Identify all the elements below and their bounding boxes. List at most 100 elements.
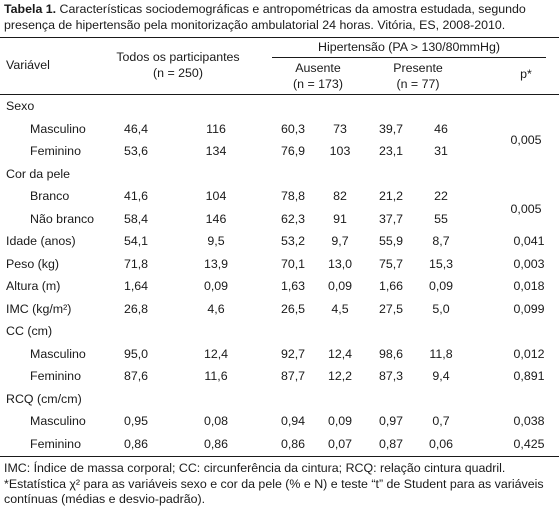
table-caption: Tabela 1. Características sociodemográfi…	[4, 1, 556, 33]
table-cell: 12,2	[327, 369, 353, 383]
table-cell: 54,1	[123, 234, 149, 248]
row-label: Masculino	[30, 346, 86, 361]
table-cell: 0,94	[280, 414, 306, 428]
table-cell: 82	[333, 189, 347, 203]
table-cell: 15,3	[428, 256, 454, 271]
table-cell: 41,6	[123, 189, 149, 203]
table-cell: 5,0	[432, 301, 450, 316]
row-label: Sexo	[6, 99, 35, 113]
table-cell: 0,86	[280, 436, 306, 451]
header-bottom-rule	[0, 94, 559, 95]
table-cell: 0,09	[428, 279, 454, 293]
table-cell: 31	[434, 144, 448, 158]
table-cell: 58,4	[123, 211, 149, 226]
table-cell: 104	[205, 189, 227, 203]
table-cell: 87,6	[123, 369, 149, 383]
table-cell: 53,6	[123, 144, 149, 158]
p-value-sexo: 0,005	[510, 133, 542, 147]
header-p: p*	[520, 67, 532, 81]
table-cell: 0,09	[327, 414, 353, 428]
table-cell: 22	[434, 189, 448, 203]
row-label: Masculino	[30, 414, 86, 428]
header-todos: Todos os participantes	[116, 50, 240, 64]
table-cell: 12,4	[203, 346, 229, 361]
table-cell: 9,5	[207, 234, 225, 248]
table-cell: 78,8	[280, 189, 306, 203]
table-cell: 60,3	[280, 121, 306, 136]
table-cell: 116	[206, 121, 226, 136]
footnote-statistics: *Estatística χ² para as variáveis sexo e…	[4, 477, 544, 506]
table-cell: 91	[333, 211, 347, 226]
row-label: CC (cm)	[6, 324, 53, 338]
row-label: Feminino	[30, 144, 81, 158]
table-cell: 0,012	[513, 346, 545, 361]
table-cell: 9,4	[432, 369, 450, 383]
row-label: Não branco	[30, 211, 95, 226]
table-cell: 0,425	[513, 436, 545, 451]
row-label: IMC (kg/m²)	[6, 301, 72, 316]
table-cell: 73	[333, 121, 347, 136]
table-cell: 92,7	[280, 346, 306, 361]
table-cell: 21,2	[378, 189, 404, 203]
header-ausente-n: (n = 173)	[293, 77, 343, 91]
table-cell: 146	[205, 211, 227, 226]
table-cell: 0,891	[513, 369, 545, 383]
table-cell: 103	[329, 144, 351, 158]
table-cell: 23,1	[378, 144, 404, 158]
table-cell: 55	[434, 211, 448, 226]
header-variavel: Variável	[6, 58, 50, 72]
table-cell: 0,038	[513, 414, 545, 428]
table-cell: 1,64	[123, 279, 149, 293]
table-cell: 98,6	[378, 346, 404, 361]
table-cell: 46,4	[123, 121, 149, 136]
table-cell: 8,7	[432, 234, 450, 248]
table-cell: 55,9	[378, 234, 404, 248]
table-cell: 13,0	[327, 256, 353, 271]
table-cell: 13,9	[203, 256, 229, 271]
table-cell: 11,8	[429, 346, 453, 361]
table-cell: 39,7	[378, 121, 404, 136]
table-cell: 11,6	[204, 369, 228, 383]
table-cell: 0,86	[203, 436, 229, 451]
table-cell: 0,09	[203, 279, 229, 293]
table-cell: 70,1	[280, 256, 306, 271]
p-value-cor-da-pele: 0,005	[510, 202, 542, 216]
header-presente-n: (n = 77)	[396, 77, 440, 91]
table-cell: 0,099	[513, 301, 545, 316]
table-cell: 4,5	[331, 301, 349, 316]
table-cell: 9,7	[331, 234, 349, 248]
table-cell: 76,9	[280, 144, 306, 158]
table-cell: 134	[205, 144, 227, 158]
header-todos-n: (n = 250)	[153, 66, 203, 80]
table-cell: 37,7	[378, 211, 404, 226]
table-cell: 0,86	[123, 436, 149, 451]
header-hipertensao-rule	[272, 57, 546, 58]
table-cell: 4,6	[207, 301, 225, 316]
table-cell: 95,0	[123, 346, 149, 361]
table-cell: 1,63	[280, 279, 306, 293]
table-cell: 0,018	[513, 279, 545, 293]
table-cell: 0,041	[513, 234, 545, 248]
row-label: Branco	[30, 189, 70, 203]
table-caption-label: Tabela 1.	[4, 2, 57, 16]
header-hipertensao: Hipertensão (PA > 130/80mmHg)	[318, 40, 500, 54]
table-cell: 75,7	[378, 256, 404, 271]
table-cell: 0,95	[123, 414, 149, 428]
table-cell: 53,2	[280, 234, 306, 248]
row-label: Peso (kg)	[6, 256, 60, 271]
table-cell: 0,09	[327, 279, 353, 293]
table-cell: 0,003	[513, 256, 545, 271]
row-label: RCQ (cm/cm)	[6, 391, 82, 406]
table-cell: 0,07	[327, 436, 353, 451]
row-label: Altura (m)	[6, 279, 61, 293]
row-label: Feminino	[30, 436, 81, 451]
table-cell: 1,66	[378, 279, 404, 293]
table-cell: 87,7	[280, 369, 306, 383]
row-label: Idade (anos)	[6, 234, 76, 248]
header-presente: Presente	[393, 61, 443, 75]
table-cell: 46	[434, 121, 448, 136]
table-caption-text: Características sociodemográficas e antr…	[4, 2, 526, 32]
table-cell: 0,97	[378, 414, 404, 428]
header-ausente: Ausente	[295, 61, 341, 75]
table-cell: 71,8	[123, 256, 149, 271]
